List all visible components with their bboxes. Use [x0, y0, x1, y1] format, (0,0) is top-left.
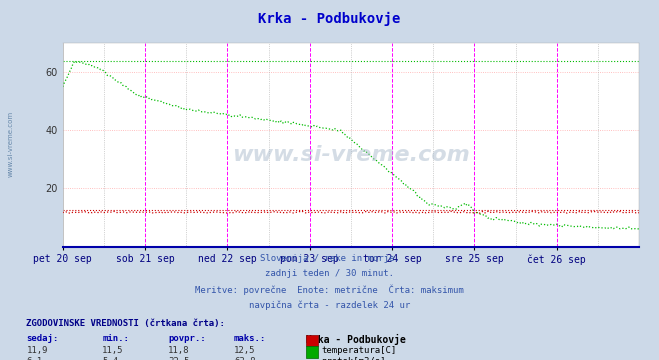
- Text: min.:: min.:: [102, 334, 129, 343]
- Text: zadnji teden / 30 minut.: zadnji teden / 30 minut.: [265, 269, 394, 278]
- Text: 6,1: 6,1: [26, 357, 42, 360]
- Text: povpr.:: povpr.:: [168, 334, 206, 343]
- Text: maks.:: maks.:: [234, 334, 266, 343]
- Text: 32,5: 32,5: [168, 357, 190, 360]
- Text: 11,8: 11,8: [168, 346, 190, 355]
- Text: 63,8: 63,8: [234, 357, 256, 360]
- Text: Krka - Podbukovje: Krka - Podbukovje: [306, 334, 407, 345]
- Text: 12,5: 12,5: [234, 346, 256, 355]
- Text: Krka - Podbukovje: Krka - Podbukovje: [258, 12, 401, 26]
- Text: Meritve: povrečne  Enote: metrične  Črta: maksimum: Meritve: povrečne Enote: metrične Črta: …: [195, 285, 464, 295]
- Text: www.si-vreme.com: www.si-vreme.com: [8, 111, 14, 177]
- Text: Slovenija / reke in morje.: Slovenija / reke in morje.: [260, 254, 399, 263]
- Text: 11,5: 11,5: [102, 346, 124, 355]
- Text: pretok[m3/s]: pretok[m3/s]: [322, 357, 386, 360]
- Text: 5,4: 5,4: [102, 357, 118, 360]
- Text: ZGODOVINSKE VREDNOSTI (črtkana črta):: ZGODOVINSKE VREDNOSTI (črtkana črta):: [26, 319, 225, 328]
- Text: temperatura[C]: temperatura[C]: [322, 346, 397, 355]
- Text: sedaj:: sedaj:: [26, 334, 59, 343]
- Text: navpična črta - razdelek 24 ur: navpična črta - razdelek 24 ur: [249, 300, 410, 310]
- Text: 11,9: 11,9: [26, 346, 48, 355]
- Text: www.si-vreme.com: www.si-vreme.com: [232, 145, 470, 165]
